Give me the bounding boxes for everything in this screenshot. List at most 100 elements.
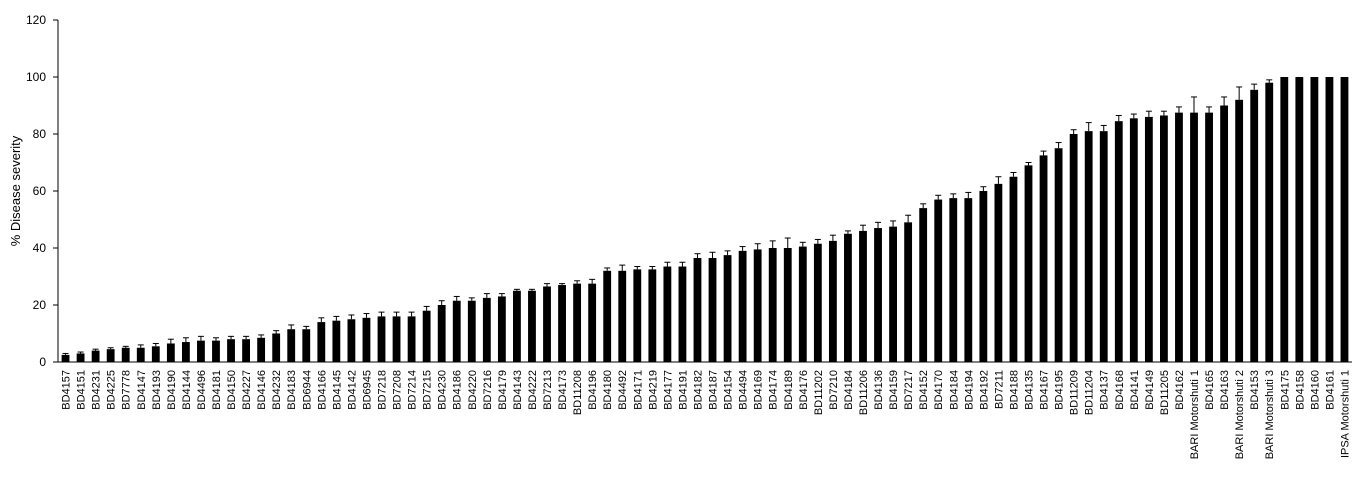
bar [528, 290, 536, 362]
x-tick-label: BD11206 [858, 370, 870, 415]
x-tick-label: BD4184 [948, 370, 960, 410]
bar [663, 266, 672, 362]
x-tick-label: BD7213 [542, 370, 554, 410]
bar [904, 222, 913, 362]
bar [1265, 82, 1274, 362]
y-axis-title: % Disease severity [8, 135, 23, 246]
bar [76, 353, 85, 362]
bar [1235, 99, 1244, 363]
x-tick-label: BD7218 [377, 370, 389, 410]
x-tick-label: BD4188 [1008, 370, 1020, 410]
bar [994, 183, 1003, 362]
bar [979, 191, 988, 362]
bar [212, 340, 220, 362]
x-tick-label: BD4191 [677, 370, 689, 410]
x-tick-label: BARI Motorshuti 3 [1264, 370, 1276, 459]
bar [302, 329, 311, 362]
x-tick-label: BD4153 [1249, 370, 1261, 410]
x-tick-label: BD4190 [166, 370, 178, 410]
bar [121, 347, 130, 362]
bar [362, 317, 371, 362]
bar [723, 255, 732, 362]
x-tick-label: BD11209 [1069, 370, 1081, 415]
x-tick-label: BD4175 [1279, 370, 1291, 410]
x-tick-label: BD4184 [843, 370, 855, 410]
bar [889, 226, 897, 362]
y-tick-label: 120 [26, 13, 46, 27]
x-tick-label: BD4173 [557, 370, 569, 410]
y-tick-label: 60 [33, 184, 47, 198]
bar [227, 339, 235, 362]
x-tick-label: BD4160 [1309, 370, 1321, 410]
y-tick-label: 20 [33, 298, 47, 312]
bar [753, 249, 762, 362]
x-tick-label: BD4193 [151, 370, 163, 410]
x-tick-label: BD4182 [692, 370, 704, 410]
bar [1280, 77, 1289, 362]
bar [1099, 131, 1108, 362]
bar [678, 266, 687, 362]
bar [1205, 112, 1213, 362]
bar [1250, 89, 1259, 362]
x-tick-label: BD4196 [587, 370, 599, 410]
x-tick-label: BD4180 [602, 370, 614, 410]
x-tick-label: BD4194 [963, 370, 975, 410]
x-tick-label: BD7214 [407, 370, 419, 410]
x-tick-label: BD4494 [738, 370, 750, 410]
bar [949, 198, 958, 362]
bar [242, 339, 250, 362]
bar [166, 343, 175, 362]
x-tick-label: BD4492 [617, 370, 629, 410]
x-tick-label: BD4220 [467, 370, 479, 410]
bar [1190, 112, 1198, 362]
x-tick-label: BD4142 [346, 370, 358, 410]
x-tick-label: BD4141 [1129, 370, 1141, 410]
bar [452, 300, 461, 362]
bar [151, 346, 160, 362]
x-tick-label: BD4192 [978, 370, 990, 410]
bar [287, 329, 296, 362]
x-tick-label: BD4231 [91, 370, 103, 410]
x-tick-label: BD7208 [392, 370, 404, 410]
x-tick-label: BD4496 [196, 370, 208, 410]
x-tick-label: BD4163 [1219, 370, 1231, 410]
x-tick-label: BD11204 [1084, 370, 1096, 415]
x-tick-label: BD4189 [783, 370, 795, 410]
x-tick-label: BD4146 [256, 370, 268, 410]
x-tick-label: BD4150 [226, 370, 238, 410]
bar [497, 296, 506, 362]
x-tick-label: BD7215 [422, 370, 434, 410]
bar [1340, 77, 1349, 362]
x-tick-label: BD11205 [1159, 370, 1171, 415]
x-tick-label: BD4144 [181, 370, 193, 410]
x-tick-label: BD7778 [121, 370, 133, 410]
x-tick-label: BD4145 [331, 370, 343, 410]
x-tick-label: BD4162 [1174, 370, 1186, 410]
x-tick-label: BD4195 [1054, 370, 1066, 410]
x-tick-label: BD4176 [798, 370, 810, 410]
bar [768, 248, 777, 362]
x-tick-label: BD7211 [993, 370, 1005, 409]
x-tick-label: BD4181 [211, 370, 223, 410]
x-tick-label: BD4159 [888, 370, 900, 410]
bar [422, 310, 431, 362]
x-tick-label: BD4177 [662, 370, 674, 410]
x-tick-label: BD4147 [136, 370, 148, 410]
x-tick-label: BD4169 [753, 370, 765, 410]
x-tick-label: BARI Motorshuti 2 [1234, 370, 1246, 459]
bar [181, 342, 190, 362]
x-tick-label: BD4168 [1114, 370, 1126, 410]
x-tick-label: BD4158 [1294, 370, 1306, 410]
x-tick-label: BD4186 [452, 370, 464, 410]
y-tick-label: 40 [33, 241, 47, 255]
bar [332, 320, 341, 362]
bar [1129, 118, 1138, 362]
x-tick-label: BD4167 [1039, 370, 1051, 410]
x-tick-label: BD6945 [361, 370, 373, 410]
bar [633, 269, 642, 362]
bar [964, 198, 973, 362]
bar [573, 283, 582, 362]
x-tick-label: BD4151 [76, 370, 88, 410]
x-tick-label: BD4170 [933, 370, 945, 410]
bar [543, 286, 551, 362]
